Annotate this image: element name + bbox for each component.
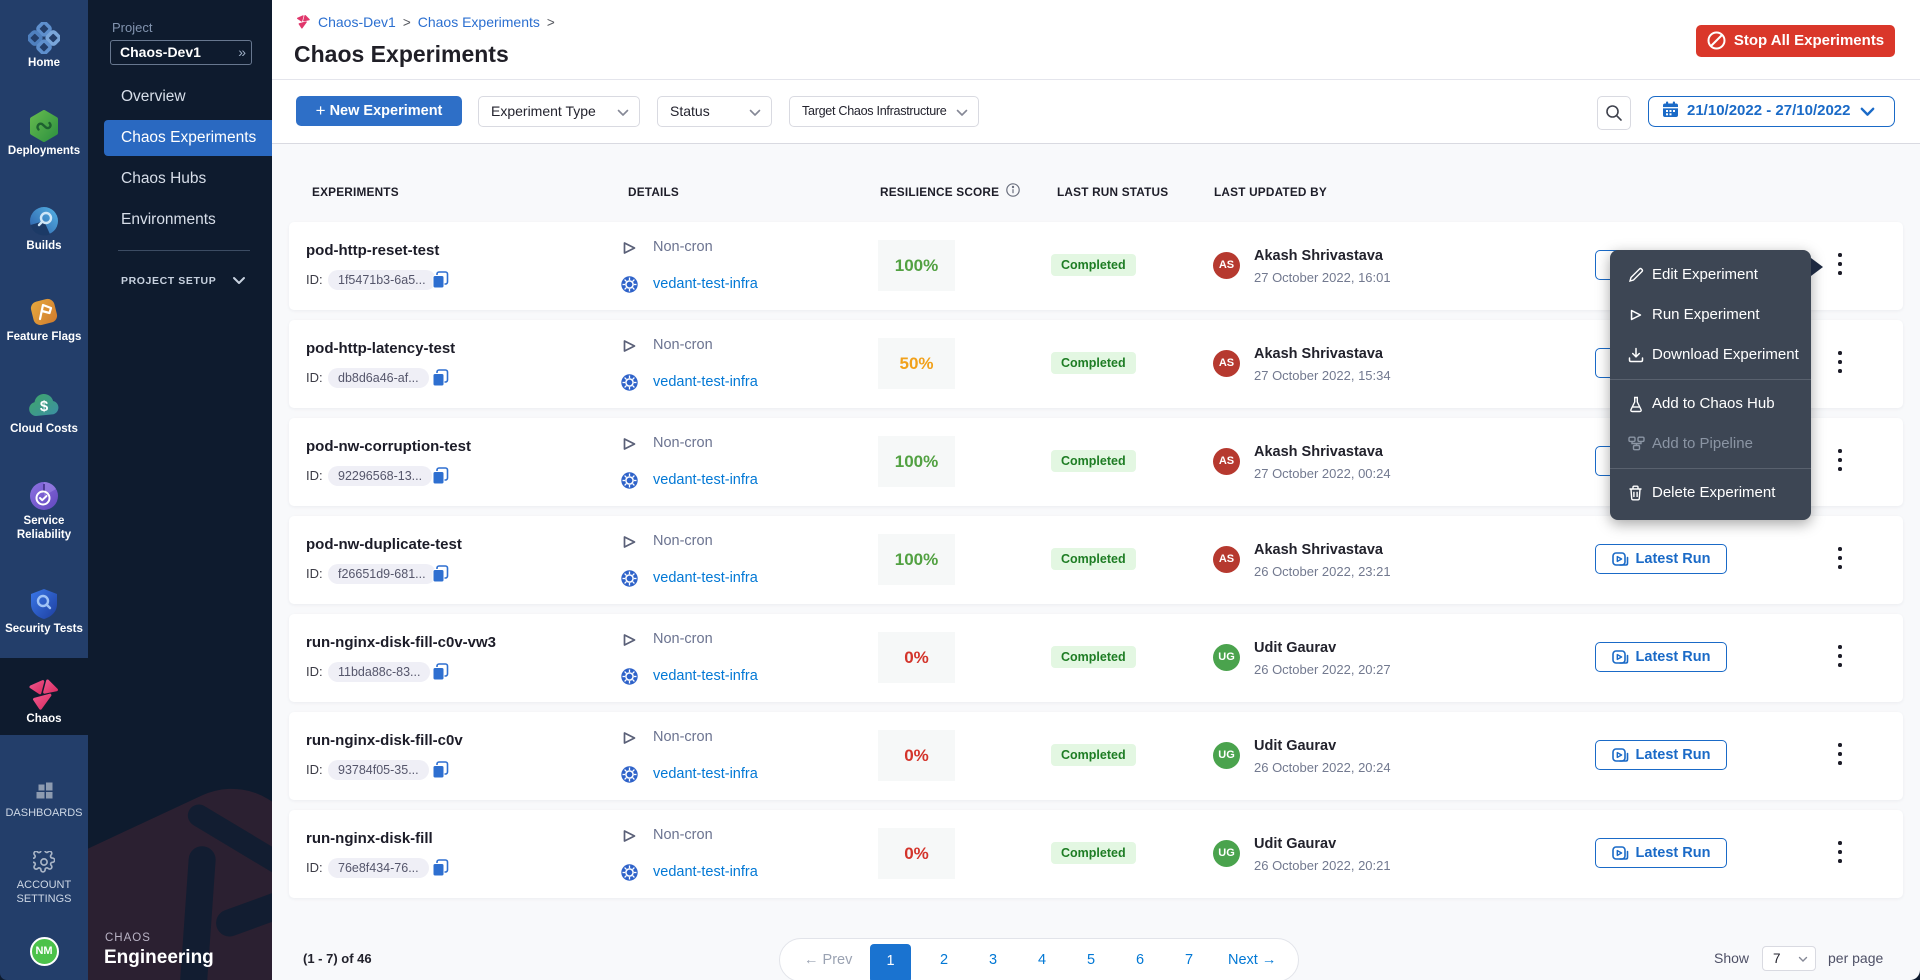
svg-text:$: $	[40, 398, 49, 415]
